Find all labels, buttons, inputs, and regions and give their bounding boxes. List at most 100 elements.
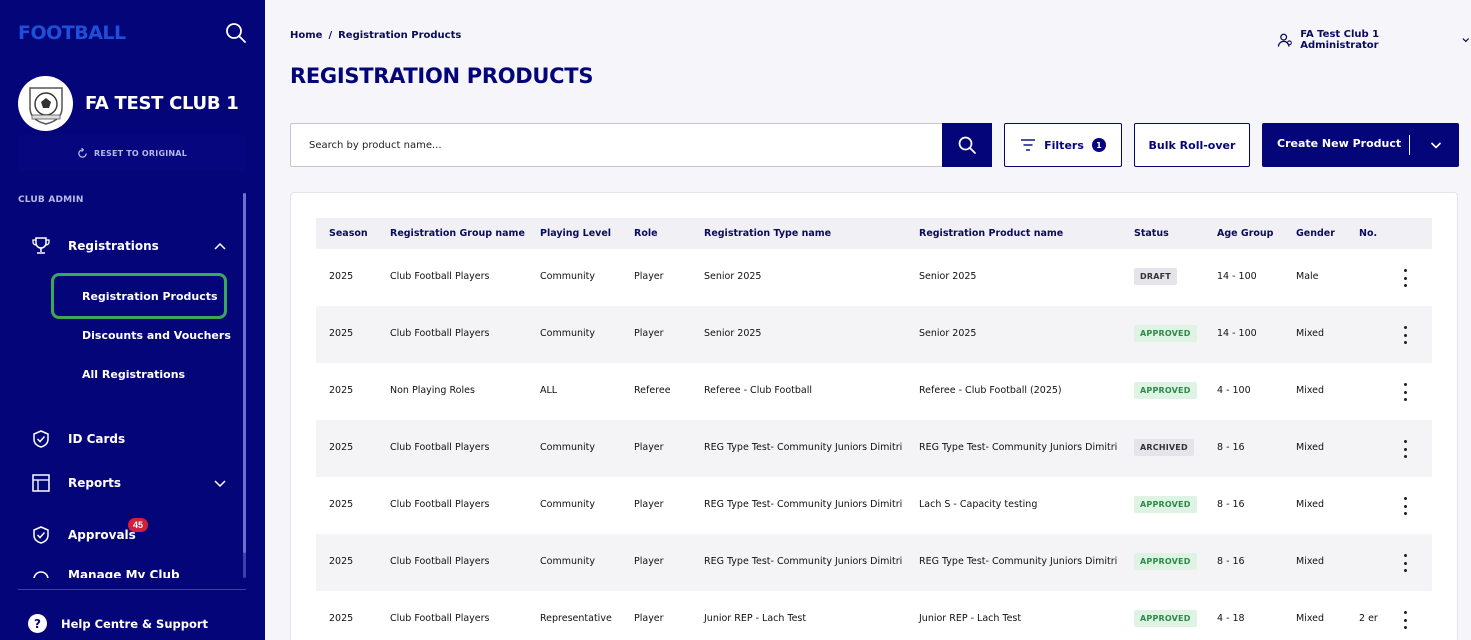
row-playing-level: Community	[540, 271, 595, 282]
row-gender: Mixed	[1296, 556, 1325, 567]
search-box	[290, 123, 992, 167]
status-badge: APPROVED	[1134, 610, 1197, 627]
row-gender: Mixed	[1296, 328, 1325, 339]
row-group-name: Club Football Players	[390, 556, 490, 567]
table-row[interactable]: 2025 Club Football Players Community Player…	[316, 534, 1432, 591]
filters-label: Filters	[1044, 138, 1084, 152]
row-season: 2025	[329, 385, 354, 396]
breadcrumb-current: Registration Products	[338, 30, 462, 41]
row-group-name: Club Football Players	[390, 613, 490, 624]
row-type-name: REG Type Test- Community Juniors Dimitri	[704, 556, 903, 567]
table-row[interactable]: 2025 Club Football Players Community Player…	[316, 306, 1432, 363]
row-group-name: Club Football Players	[390, 328, 490, 339]
user-name: FA Test Club 1 Administrator	[1300, 29, 1380, 51]
row-type-name: Senior 2025	[704, 328, 762, 339]
row-playing-level: ALL	[540, 385, 558, 396]
search-submit-button[interactable]	[942, 123, 992, 167]
club-name: FA TEST CLUB 1	[85, 93, 239, 114]
row-group-name: Club Football Players	[390, 442, 490, 453]
user-menu[interactable]: FA Test Club 1 Administrator	[1277, 29, 1471, 51]
more-actions-icon[interactable]	[1400, 554, 1410, 572]
search-input[interactable]	[291, 124, 941, 166]
row-role: Player	[634, 556, 664, 567]
row-playing-level: Community	[540, 328, 595, 339]
chevron-down-icon[interactable]	[1428, 137, 1444, 153]
breadcrumb-home[interactable]: Home	[290, 30, 323, 41]
row-playing-level: Representative	[540, 613, 612, 624]
status-badge: DRAFT	[1134, 268, 1177, 285]
row-season: 2025	[329, 328, 354, 339]
column-header-role[interactable]: Role	[634, 228, 658, 239]
shield-check-icon	[30, 524, 52, 546]
football-logo[interactable]: FOOTBALL	[18, 22, 126, 44]
column-header-type[interactable]: Registration Type name	[704, 228, 832, 239]
more-actions-icon[interactable]	[1400, 269, 1410, 287]
row-age-group: 8 - 16	[1217, 556, 1245, 567]
sidebar-scrollbar-thumb[interactable]	[243, 193, 246, 553]
more-actions-icon[interactable]	[1400, 440, 1410, 458]
row-role: Referee	[634, 385, 671, 396]
help-centre-link[interactable]: ? Help Centre & Support	[28, 614, 208, 633]
column-header-gender[interactable]: Gender	[1296, 228, 1335, 239]
row-season: 2025	[329, 499, 354, 510]
gauge-icon	[30, 568, 52, 578]
status-badge: APPROVED	[1134, 496, 1197, 513]
row-role: Player	[634, 271, 664, 282]
trophy-icon	[30, 235, 52, 257]
row-gender: Mixed	[1296, 499, 1325, 510]
create-new-product-button[interactable]: Create New Product	[1262, 123, 1459, 167]
more-actions-icon[interactable]	[1400, 383, 1410, 401]
row-product-name: Senior 2025	[919, 328, 977, 339]
sub-item-discounts-and-vouchers[interactable]: Discounts and Vouchers	[82, 329, 231, 342]
more-actions-icon[interactable]	[1400, 611, 1410, 629]
row-product-name: Referee - Club Football (2025)	[919, 385, 1062, 396]
row-gender: Male	[1296, 271, 1319, 282]
sub-item-registration-products[interactable]: Registration Products	[82, 290, 218, 303]
row-role: Player	[634, 442, 664, 453]
nav-reports[interactable]: Reports	[30, 472, 121, 494]
column-header-season[interactable]: Season	[329, 228, 368, 239]
nav-registrations[interactable]: Registrations	[30, 235, 159, 257]
table-row[interactable]: 2025 Club Football Players Community Player…	[316, 249, 1432, 306]
nav-manage-my-club[interactable]: Manage My Club	[30, 568, 180, 578]
chevron-down-icon[interactable]	[212, 475, 228, 491]
column-header-group[interactable]: Registration Group name	[390, 228, 525, 239]
row-gender: Mixed	[1296, 385, 1325, 396]
column-header-playing-level[interactable]: Playing Level	[540, 228, 612, 239]
sub-item-all-registrations[interactable]: All Registrations	[82, 368, 186, 381]
row-gender: Mixed	[1296, 613, 1325, 624]
approvals-count-badge: 45	[128, 518, 148, 532]
column-header-status[interactable]: Status	[1134, 228, 1169, 239]
user-icon	[1277, 33, 1292, 47]
table-header	[316, 218, 1432, 249]
table-row[interactable]: 2025 Non Playing Roles ALL Referee Referee -…	[316, 363, 1432, 420]
filters-button[interactable]: Filters 1	[1004, 123, 1122, 167]
row-group-name: Club Football Players	[390, 271, 490, 282]
nav-id-cards[interactable]: ID Cards	[30, 428, 125, 450]
row-age-group: 8 - 16	[1217, 499, 1245, 510]
more-actions-icon[interactable]	[1400, 497, 1410, 515]
sidebar: FOOTBALL FA TEST CLUB 1 RESET TO ORIGINA…	[0, 0, 265, 640]
help-label: Help Centre & Support	[61, 616, 209, 631]
column-header-no[interactable]: No.	[1359, 228, 1378, 239]
column-header-age-group[interactable]: Age Group	[1217, 228, 1274, 239]
search-icon[interactable]	[224, 21, 248, 45]
nav-approvals-label: Approvals	[68, 528, 136, 542]
more-actions-icon[interactable]	[1400, 326, 1410, 344]
search-icon	[958, 136, 976, 154]
reset-to-original-button[interactable]: RESET TO ORIGINAL	[18, 135, 246, 171]
chevron-up-icon[interactable]	[212, 239, 228, 255]
table-row[interactable]: 2025 Club Football Players Community Player…	[316, 420, 1432, 477]
row-role: Player	[634, 613, 664, 624]
table-row[interactable]: 2025 Club Football Players Community Player…	[316, 477, 1432, 534]
row-playing-level: Community	[540, 442, 595, 453]
table-row[interactable]: 2025 Club Football Players Representative P…	[316, 591, 1432, 640]
bulk-roll-over-button[interactable]: Bulk Roll-over	[1134, 123, 1250, 167]
nav-approvals[interactable]: Approvals	[30, 524, 136, 546]
row-role: Player	[634, 328, 664, 339]
row-season: 2025	[329, 556, 354, 567]
sidebar-divider	[18, 589, 246, 590]
breadcrumb: Home / Registration Products	[290, 30, 461, 41]
column-header-product[interactable]: Registration Product name	[919, 228, 1064, 239]
nav-reports-label: Reports	[68, 476, 122, 490]
